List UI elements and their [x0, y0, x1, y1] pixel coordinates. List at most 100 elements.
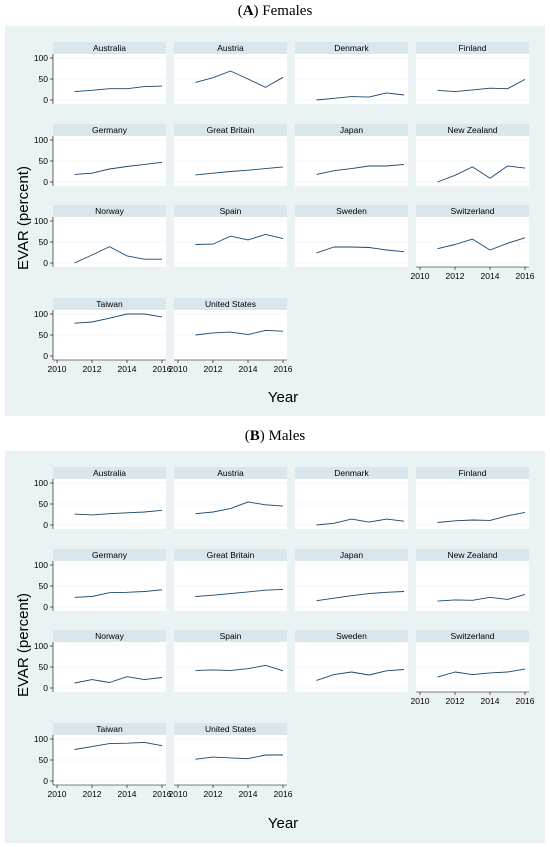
figure-b-panel-norway-series-line	[74, 676, 163, 684]
figure-b-panel-spain-strip	[174, 630, 287, 642]
figure-a-panel-spain-series-line	[195, 233, 284, 245]
figure-b-panel-taiwan-y-tick-label-0: 0	[43, 776, 48, 786]
figure-b-panel-switzerland-strip-label: Switzerland	[451, 631, 495, 641]
figure-b-panel-united-states-x-tick-label-2014: 2014	[239, 789, 258, 799]
figure-b-panel-japan: Japan	[295, 549, 408, 611]
figure-b-panel-austria-strip-label: Austria	[217, 468, 244, 478]
figure-a-panel-taiwan-y-tick-label-100: 100	[34, 309, 48, 319]
figure-a-panel-sweden: Sweden	[295, 205, 408, 267]
figure-a-title: (A) Females	[238, 3, 313, 19]
figure-a-panel-united-states-x-tick-label-2016: 2016	[274, 364, 293, 374]
figure-a-panel-denmark-series-line	[316, 92, 405, 101]
figure-a-group: (A) Females EVAR (percent) Year Australia 0 5…	[5, 3, 545, 416]
figure-b-panel-new-zealand-strip	[416, 549, 529, 561]
figure-a-panel-norway-series-line	[74, 246, 162, 264]
figure-b-panel-denmark-strip-label: Denmark	[334, 468, 369, 478]
figure-b-panel-sweden-series-line	[316, 669, 405, 681]
figure-a-panel-finland-series-line	[437, 79, 526, 93]
figure-a-panel-taiwan-y-tick-label-50: 50	[39, 330, 49, 340]
figure-b-panel-germany-y-tick-label-0: 0	[43, 602, 48, 612]
figure-a-panel-united-states: United States 2010 2012 2014 2016	[169, 298, 293, 374]
figure-a-panel-australia-strip-label: Australia	[93, 43, 126, 53]
figure-a-panel-australia-series-line	[74, 85, 163, 93]
figure-b-panel-taiwan-x-tick-label-2016: 2016	[153, 789, 172, 799]
figure-b-panel-germany-y-tick-label-100: 100	[34, 560, 48, 570]
figure-b-panel-taiwan-strip-label: Taiwan	[96, 724, 123, 734]
figure-a-panel-australia-y-tick-label-0: 0	[43, 95, 48, 105]
figure-b-panel-taiwan-x-tick-label-2012: 2012	[83, 789, 102, 799]
figure-b-panel-new-zealand-strip-label: New Zealand	[447, 550, 497, 560]
figure-a-panel-finland: Finland	[416, 42, 529, 104]
figure-a-panel-sweden-strip-label: Sweden	[336, 206, 367, 216]
figure-a-panel-great-britain-strip	[174, 124, 287, 136]
figure-a-panel-sweden-strip	[295, 205, 408, 217]
figure-b-panel-sweden-strip	[295, 630, 408, 642]
figure-b-panel-great-britain-strip-label: Great Britain	[207, 550, 255, 560]
figure-a-panel-taiwan-x-tick-label-2016: 2016	[153, 364, 172, 374]
figure-a-title-letter: A	[243, 3, 254, 19]
figure-b-panel-austria: Austria	[174, 467, 287, 529]
figure-a-y-axis-label: EVAR (percent)	[15, 166, 32, 270]
figure-b-y-axis-label: EVAR (percent)	[15, 593, 32, 697]
figure-b-panel-united-states: United States 2010 2012 2014 2016	[169, 723, 293, 799]
figure-b-panel-finland-strip-label: Finland	[459, 468, 487, 478]
figure-b-group: (B) Males EVAR (percent) Year Australia 0 50 1…	[5, 428, 545, 843]
figure-a-panel-germany: Germany 0 50 100	[34, 124, 166, 187]
figure-b-panel-japan-strip-label: Japan	[340, 550, 363, 560]
figure-b-panel-united-states-x-tick-label-2012: 2012	[204, 789, 223, 799]
figure-a-panel-japan-strip-label: Japan	[340, 125, 363, 135]
figure-a-panel-germany-y-tick-label-0: 0	[43, 177, 48, 187]
figure-b-panel-taiwan: Taiwan 0 50 100 2010 2012 2014 2016	[34, 723, 172, 799]
figure-a-panel-denmark: Denmark	[295, 42, 408, 104]
figure-b-panel-denmark: Denmark	[295, 467, 408, 529]
figure-a-panel-new-zealand-series-line	[437, 165, 526, 183]
figure-b-panel-taiwan-strip	[53, 723, 166, 735]
figure-b-panel-taiwan-y-tick-label-100: 100	[34, 734, 48, 744]
figure-a-panel-united-states-strip	[174, 298, 287, 310]
figure-b-title-open-paren: (	[245, 428, 250, 444]
figure-a-panel-austria-strip	[174, 42, 287, 54]
figure-a-panel-united-states-x-tick-label-2012: 2012	[204, 364, 223, 374]
figure-a-panel-switzerland-x-tick-label-2012: 2012	[446, 271, 465, 281]
figure-a-panel-switzerland: Switzerland 2010 2012 2014 2016	[411, 205, 535, 281]
figure-a-panel-taiwan-series-line	[74, 313, 163, 324]
figure-b-panel-denmark-strip	[295, 467, 408, 479]
figure-b-panel-norway-y-tick-label-50: 50	[39, 662, 49, 672]
figure-a-panel-united-states-x-tick-label-2010: 2010	[169, 364, 188, 374]
figure-a-panel-united-states-series-line	[195, 329, 284, 336]
figure-b-panel-finland: Finland	[416, 467, 529, 529]
figure-a-panel-germany-y-tick-label-100: 100	[34, 135, 48, 145]
figure-b-panel-japan-series-line	[316, 591, 405, 602]
figure-b-panel-germany: Germany 0 50 100	[34, 549, 166, 612]
figure-a-panel-germany-y-tick-label-50: 50	[39, 156, 49, 166]
figure-a-title-label: ) Females	[254, 3, 313, 19]
figure-a-panel-united-states-x-tick-label-2014: 2014	[239, 364, 258, 374]
figure-a-panel-germany-series-line	[74, 161, 163, 175]
figure-b-panel-taiwan-y-tick-label-50: 50	[39, 755, 49, 765]
figure-a-panel-taiwan-y-tick-label-0: 0	[43, 351, 48, 361]
figure-a-panel-switzerland-x-tick-label-2010: 2010	[411, 271, 430, 281]
figure-a-panel-australia-y-tick-label-100: 100	[34, 53, 48, 63]
figure-a-panel-great-britain-strip-label: Great Britain	[207, 125, 255, 135]
figure-b-panel-australia: Australia 0 50 100	[34, 467, 166, 530]
figure-b-panel-great-britain-series-line	[195, 588, 284, 597]
figure-a-x-axis-label: Year	[268, 389, 298, 406]
figure-a-panel-japan: Japan	[295, 124, 408, 186]
figure-a-panel-new-zealand: New Zealand	[416, 124, 529, 186]
figure-a-panel-australia: Australia 0 50 100	[34, 42, 166, 105]
figure-b-panel-united-states-x-tick-label-2010: 2010	[169, 789, 188, 799]
figure-b-panel-united-states-strip	[174, 723, 287, 735]
figure-a-panel-australia-strip	[53, 42, 166, 54]
figure-b-panel-finland-series-line	[437, 511, 526, 523]
figure-a-panel-norway-y-tick-label-0: 0	[43, 258, 48, 268]
figure-b-panel-norway-strip-label: Norway	[95, 631, 125, 641]
figure-b-panel-germany-strip-label: Germany	[92, 550, 128, 560]
figure-a-panel-norway-y-tick-label-50: 50	[39, 237, 49, 247]
figure-a-title-open-paren: (	[238, 3, 243, 19]
figure-a-panel-norway-y-tick-label-100: 100	[34, 216, 48, 226]
figure-b-panel-united-states-strip-label: United States	[205, 724, 256, 734]
figure-a-panel-germany-strip	[53, 124, 166, 136]
figure-b-panel-taiwan-series-line	[74, 741, 163, 750]
figure-b-panel-sweden: Sweden	[295, 630, 408, 692]
figure-b-title: (B) Males	[245, 428, 306, 444]
